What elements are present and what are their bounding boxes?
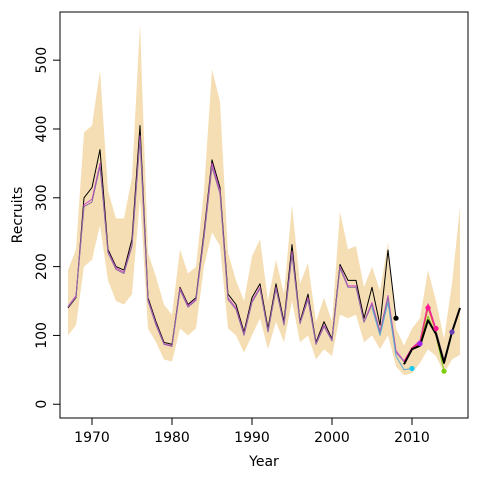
y-axis-title: Recruits	[10, 187, 26, 244]
uncertainty-band	[68, 23, 460, 376]
endpoint-marker	[433, 325, 439, 332]
endpoint-layer	[393, 305, 455, 374]
x-tick-label: 2000	[314, 430, 350, 446]
x-tick-label: 1980	[154, 430, 190, 446]
y-tick-label: 400	[34, 116, 50, 143]
series-line	[403, 307, 461, 365]
y-tick-label: 100	[34, 322, 50, 349]
endpoint-marker	[393, 315, 399, 321]
x-tick-label: 1990	[234, 430, 270, 446]
y-tick-label: 300	[34, 184, 50, 211]
endpoint-marker	[441, 368, 447, 374]
series-line	[371, 301, 413, 371]
endpoint-marker	[449, 329, 455, 335]
x-axis-title: Year	[248, 454, 279, 470]
endpoint-marker	[409, 365, 415, 372]
series-line	[67, 138, 461, 363]
x-tick-label: 1970	[74, 430, 110, 446]
y-tick-label: 500	[34, 47, 50, 74]
y-tick-label: 0	[34, 400, 50, 409]
y-tick-label: 200	[34, 253, 50, 280]
endpoint-marker	[417, 341, 423, 347]
uncertainty-band-layer	[68, 23, 460, 376]
y-axis: 0 100 200 300 400 500	[34, 47, 61, 409]
x-axis: 1970 1980 1990 2000 2010	[74, 417, 430, 446]
x-tick-label: 2010	[394, 430, 430, 446]
series-line	[67, 125, 397, 345]
endpoint-marker	[425, 305, 431, 311]
